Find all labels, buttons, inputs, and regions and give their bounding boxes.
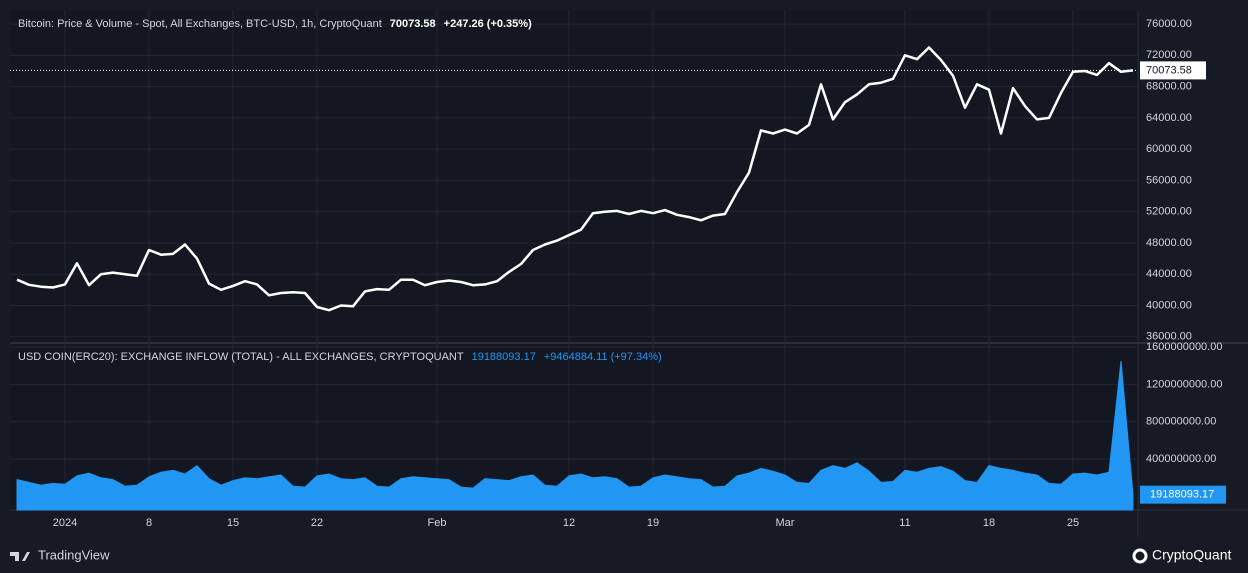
tradingview-icon (10, 552, 30, 561)
price-line (16, 46, 1134, 312)
y-tick-label: 76000.00 (1146, 18, 1192, 30)
y-tick-label: 1600000000.00 (1146, 341, 1222, 353)
y-tick-label: 44000.00 (1146, 268, 1192, 280)
y-tick-label: 36000.00 (1146, 331, 1192, 343)
header-value: 19188093.17 (472, 351, 536, 363)
y-tick-label: 1200000000.00 (1146, 378, 1222, 390)
y-tick-label: 64000.00 (1146, 112, 1192, 124)
pane-header: Bitcoin: Price & Volume - Spot, All Exch… (18, 18, 532, 30)
last-value-label: 70073.58 (1146, 64, 1192, 76)
header-value: 70073.58 (390, 18, 436, 30)
x-tick-label: 25 (1067, 517, 1079, 529)
x-tick-label: Mar (776, 517, 795, 529)
y-tick-label: 68000.00 (1146, 81, 1192, 93)
x-tick-label: 11 (899, 517, 910, 529)
last-value-badge (1140, 485, 1226, 504)
pane-title: USD COIN(ERC20): EXCHANGE INFLOW (TOTAL)… (18, 351, 464, 363)
tradingview-text: TradingView (38, 547, 110, 562)
y-tick-label: 52000.00 (1146, 206, 1192, 218)
header-change: +9464884.11 (+97.34%) (544, 351, 662, 363)
header-change: +247.26 (+0.35%) (444, 18, 532, 30)
y-tick-label: 800000000.00 (1146, 416, 1216, 428)
cryptoquant-icon (1132, 548, 1148, 564)
y-tick-label: 56000.00 (1146, 174, 1192, 186)
cryptoquant-logo: CryptoQuant (1132, 547, 1231, 564)
y-tick-label: 72000.00 (1146, 49, 1192, 61)
x-tick-label: 19 (647, 517, 659, 529)
y-tick-label: 40000.00 (1146, 299, 1192, 311)
x-tick-label: Feb (428, 517, 447, 529)
pane-title: Bitcoin: Price & Volume - Spot, All Exch… (18, 18, 382, 30)
x-tick-label: 22 (311, 517, 323, 529)
y-tick-label: 400000000.00 (1146, 453, 1216, 465)
x-tick-label: 18 (983, 517, 995, 529)
plot-area (10, 10, 1138, 510)
cryptoquant-text: CryptoQuant (1152, 547, 1231, 563)
last-value-label: 19188093.17 (1150, 489, 1214, 501)
last-value-badge (1140, 61, 1206, 80)
y-tick-label: 60000.00 (1146, 143, 1192, 155)
x-tick-label: 12 (563, 517, 575, 529)
pane-header: USD COIN(ERC20): EXCHANGE INFLOW (TOTAL)… (18, 351, 662, 363)
x-tick-label: 15 (227, 517, 239, 529)
x-tick-label: 8 (146, 517, 152, 529)
inflow-area (16, 360, 1134, 511)
tradingview-logo: TradingView (10, 547, 110, 562)
x-tick-label: 2024 (53, 517, 77, 529)
y-tick-label: 48000.00 (1146, 237, 1192, 249)
